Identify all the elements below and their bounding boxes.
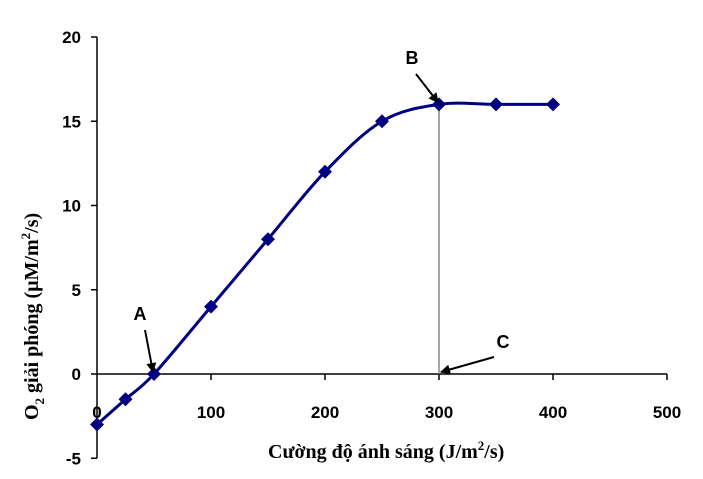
diamond-marker <box>318 164 332 179</box>
x-tick-label: 500 <box>653 403 681 422</box>
diamond-marker <box>489 97 503 112</box>
annotation-arrow-b <box>415 73 439 104</box>
y-tick-label: 0 <box>72 365 81 384</box>
x-tick-label: 300 <box>425 403 453 422</box>
annotation-a: A <box>134 304 147 324</box>
x-tick-label: 400 <box>539 403 567 422</box>
x-tick-label: 100 <box>197 403 225 422</box>
series-line <box>96 101 553 426</box>
diamond-marker <box>261 232 275 247</box>
diamond-marker <box>118 392 133 407</box>
data-series <box>90 97 560 432</box>
annotation-b: B <box>406 48 419 68</box>
annotations: A B C <box>134 48 510 375</box>
y-tick-label: 10 <box>62 197 81 216</box>
annotation-arrow-a <box>144 329 157 373</box>
y-axis-title: O2 giải phóng (μM/m2/s) <box>18 213 47 420</box>
y-tick-label: 5 <box>72 281 81 300</box>
diamond-marker <box>90 417 104 432</box>
diamond-marker <box>546 97 560 112</box>
x-tick-label: 0 <box>92 403 101 422</box>
axes <box>91 36 668 459</box>
annotation-c: C <box>497 332 510 352</box>
y-tick-label: -5 <box>66 449 81 468</box>
diamond-marker <box>375 114 389 129</box>
y-tick-label: 15 <box>62 112 81 131</box>
y-tick-label: 20 <box>62 28 81 47</box>
diamond-marker <box>432 97 446 112</box>
x-tick-label: 200 <box>311 403 339 422</box>
diamond-marker <box>204 299 218 314</box>
x-axis-title: Cường độ ánh sáng (J/m2/s) <box>268 438 504 463</box>
annotation-arrow-c <box>440 356 495 375</box>
